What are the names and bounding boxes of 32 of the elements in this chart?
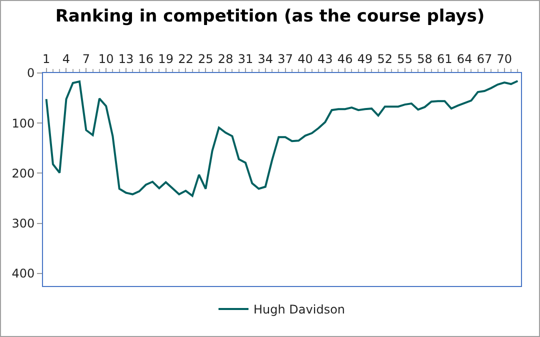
line-series <box>45 80 519 197</box>
x-tick-label: 34 <box>258 52 274 66</box>
x-tick-label: 16 <box>138 52 154 66</box>
y-tick-label: 100 <box>12 116 35 130</box>
y-tick-label: 0 <box>26 66 35 80</box>
y-tick-label: 400 <box>12 266 35 281</box>
x-tick-label: 43 <box>318 52 333 66</box>
x-tick-label: 49 <box>357 52 373 66</box>
x-tick-label: 28 <box>218 52 234 66</box>
x-tick-label: 4 <box>62 52 70 66</box>
x-tick-label: 19 <box>158 52 174 66</box>
x-tick-label: 31 <box>238 52 254 66</box>
x-tick-label: 46 <box>337 52 353 66</box>
x-tick-label: 25 <box>198 52 214 66</box>
x-tick-label: 22 <box>178 52 194 66</box>
x-tick-label: 70 <box>496 52 512 66</box>
legend-label: Hugh Davidson <box>254 302 346 317</box>
x-tick-label: 58 <box>417 52 432 66</box>
x-tick-label: 1 <box>42 52 50 66</box>
x-tick-label: 37 <box>278 52 293 66</box>
x-tick-label: 52 <box>377 52 393 66</box>
y-tick-label: 200 <box>12 166 35 180</box>
x-tick-label: 10 <box>98 52 114 66</box>
y-tick-label: 300 <box>12 216 35 231</box>
x-tick-label: 67 <box>476 52 492 66</box>
chart-title: Ranking in competition (as the course plays) <box>55 6 485 26</box>
x-tick-label: 40 <box>298 52 313 66</box>
x-tick-label: 7 <box>82 52 90 66</box>
x-tick-label: 55 <box>397 52 412 66</box>
x-tick-label: 13 <box>118 52 134 66</box>
x-tick-label: 61 <box>437 52 452 66</box>
x-tick-label: 64 <box>456 52 472 66</box>
